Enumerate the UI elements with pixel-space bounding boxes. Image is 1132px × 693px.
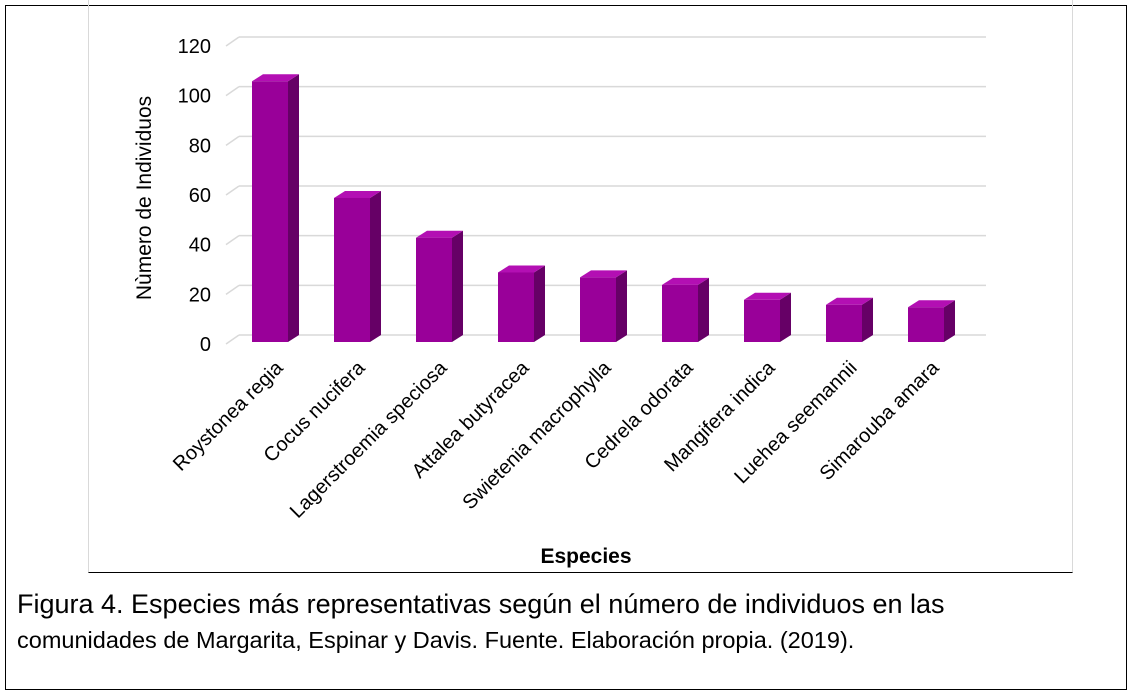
x-category-label: Lagerstroemia speciosa [286,356,452,522]
bar [826,297,873,342]
bar-side [370,190,381,342]
bar [416,230,463,342]
bar-front [252,81,288,342]
gridline-depth [225,284,240,295]
bar-top [826,297,873,305]
bar-front [826,304,862,342]
gridline-depth [225,135,240,146]
bar-front [580,277,616,342]
bar-top [662,277,709,285]
bar-side [862,297,873,342]
bar-side [780,292,791,342]
gridline-depth [225,185,240,196]
bar [252,74,299,342]
bar [580,270,627,342]
bars [252,74,955,342]
y-tick-label: 60 [189,185,211,207]
bar-top [744,292,791,300]
bar-side [452,230,463,342]
bar-side [534,265,545,342]
bar-top [908,300,955,308]
bar-top [416,230,463,238]
bar [662,277,709,342]
bar-front [498,272,534,342]
y-tick-label: 40 [189,235,211,257]
bar-top [498,265,545,273]
chart-area: 0 20 40 60 80 100 120 Roystonea regia Cocus nuc… [88,0,1073,573]
bar-front [908,307,944,342]
bar-front [662,284,698,342]
gridline-depth [225,334,240,345]
bar-front [416,237,452,342]
bar-side [944,300,955,342]
gridline-depth [225,36,240,47]
bar-side [616,270,627,342]
bar-top [252,74,299,82]
gridline-depth [225,86,240,97]
y-axis-ticks: 0 20 40 60 80 100 120 [178,36,211,356]
bar-front [744,299,780,342]
y-tick-label: 80 [189,135,211,157]
x-category-label: Swietenia macrophylla [458,356,616,514]
bar [744,292,791,342]
bar [908,300,955,342]
gridline-depth [225,235,240,246]
y-tick-label: 120 [178,36,211,58]
caption-line-1: Figura 4. Especies más representativas s… [17,589,945,619]
y-tick-label: 100 [178,86,211,108]
y-axis-title: Nùmero de Individuos [133,96,156,300]
bar-front [334,197,370,342]
figure-frame [5,5,1127,690]
caption-line-2: comunidades de Margarita, Espinar y Davi… [17,627,855,653]
bar [498,265,545,342]
x-axis-title: Especies [540,545,631,568]
y-tick-label: 20 [189,284,211,306]
bar-top [580,270,627,278]
figure-caption: Figura 4. Especies más representativas s… [17,586,1117,658]
bar-top [334,190,381,198]
y-tick-label: 0 [200,334,211,356]
bar-side [698,277,709,342]
bar-side [288,74,299,342]
bar [334,190,381,342]
